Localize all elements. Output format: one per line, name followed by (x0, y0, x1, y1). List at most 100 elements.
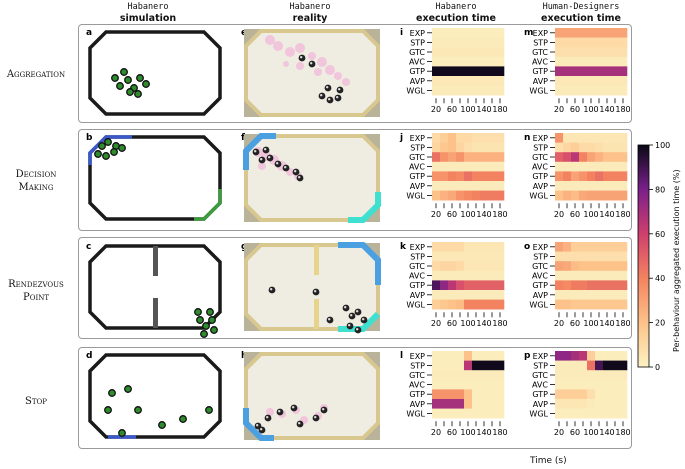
y-label-wgl: WGL (529, 300, 548, 309)
heatmap-cell (432, 351, 441, 361)
colorbar-tick-label: 20 (655, 319, 665, 328)
heatmap-cell (595, 181, 604, 191)
sim-robot-5 (110, 148, 118, 156)
panel-letter-c: c (86, 242, 91, 252)
y-label-avp: AVP (533, 400, 548, 409)
heatmap-cell (571, 28, 580, 38)
heatmap-cell (480, 399, 489, 409)
heatmap-cell (488, 261, 497, 272)
sim-wall (88, 30, 222, 116)
heatmap-cell (496, 379, 505, 390)
heatmap-cell (563, 133, 572, 143)
heatmap-cell (579, 76, 588, 86)
heatmap-cell (571, 261, 580, 272)
heatmap-cell (440, 270, 449, 281)
heatmap-cell (611, 142, 620, 153)
x-tick-label: 100 (460, 210, 475, 219)
x-tick-label: 60 (570, 210, 580, 219)
heatmap-cell (603, 85, 612, 96)
x-tick-label: 20 (431, 319, 441, 328)
x-tick-label: 140 (599, 105, 614, 114)
heatmap-cell (480, 161, 489, 172)
x-tick-label: 140 (476, 105, 491, 114)
heatmap-cell (595, 37, 604, 48)
real-floor (244, 29, 380, 117)
y-label-stp: STP (410, 252, 425, 261)
heatmap-cell (432, 251, 441, 262)
heatmap-cell (480, 37, 489, 48)
heatmap-cell (456, 399, 465, 409)
heatmap-cell (448, 242, 457, 252)
heatmap-cell (448, 142, 457, 153)
heatmap-cell (619, 76, 628, 86)
sim-robot-1 (116, 82, 124, 90)
sim-robot-1 (202, 322, 210, 330)
heatmap-cell (555, 251, 564, 262)
heatmap-cell (456, 66, 465, 77)
heatmap-cell (555, 399, 564, 409)
row-label-point-text: Point (22, 292, 50, 303)
heatmap-cell (488, 37, 497, 48)
heatmap-cell (472, 190, 481, 201)
heatmap-cell (603, 66, 612, 77)
x-tick-label: 100 (583, 210, 598, 219)
panel-letter-m: m (524, 28, 533, 38)
heatmap-cell (611, 66, 620, 77)
real-robot-3 (274, 160, 282, 168)
heatmap-cell (603, 242, 612, 252)
sim-robot-2 (104, 406, 112, 414)
real-robot-7 (354, 326, 362, 334)
real-robot-3 (290, 404, 298, 412)
heatmap-cell (448, 85, 457, 96)
heatmap-cell (496, 370, 505, 381)
heatmap-cell (440, 261, 449, 272)
x-tick-label: 20 (554, 319, 564, 328)
heatmap-cell (563, 379, 572, 390)
heatmap-cell (603, 190, 612, 201)
real-aggregation-trail-spot-9 (314, 68, 322, 76)
heatmap-cell (587, 351, 596, 361)
panel-letter-f: f (241, 133, 245, 143)
heatmap-cell (603, 379, 612, 390)
heatmap-cell (472, 181, 481, 191)
real-robot-6 (324, 84, 332, 92)
sim-robot-1 (124, 385, 132, 393)
heatmap-cell (464, 251, 473, 262)
heatmap-cell (571, 85, 580, 96)
header-human-time-mono: Human-Designers (542, 2, 620, 12)
heatmap-cell (464, 261, 473, 272)
heatmap-cell (579, 47, 588, 58)
panel-letter-l: l (400, 351, 403, 361)
sim-robot-8 (120, 68, 128, 76)
heatmap-cell (432, 290, 441, 300)
heatmap-cell (488, 280, 497, 291)
heatmap-cell (611, 181, 620, 191)
heatmap-cell (619, 399, 628, 409)
heatmap-cell (488, 142, 497, 153)
real-robot-1 (312, 288, 320, 296)
x-tick-label: 140 (599, 210, 614, 219)
real-robot-5-marker (314, 416, 317, 419)
heatmap-cell (488, 399, 497, 409)
heatmap-cell (456, 261, 465, 272)
y-label-gtp: GTP (409, 67, 425, 76)
heatmap-cell (488, 133, 497, 143)
heatmap-cell (472, 399, 481, 409)
real-robot-2 (342, 304, 350, 312)
heatmap-cell (595, 56, 604, 67)
y-label-gtc: GTC (532, 371, 548, 380)
heatmap-cell (480, 351, 489, 361)
y-label-avp: AVP (533, 182, 548, 191)
heatmap-cell (555, 242, 564, 252)
header-human-time: Human-Designers execution time (518, 2, 644, 24)
y-label-gtp: GTP (532, 67, 548, 76)
heatmap-cell (595, 133, 604, 143)
heatmap-cell (603, 399, 612, 409)
heatmap-cell (555, 56, 564, 67)
heatmap-cell (448, 270, 457, 281)
sim-robot-0 (196, 316, 204, 324)
heatmap-cell (571, 379, 580, 390)
heatmap-cell (488, 66, 497, 77)
sim-robot-3 (200, 330, 208, 338)
